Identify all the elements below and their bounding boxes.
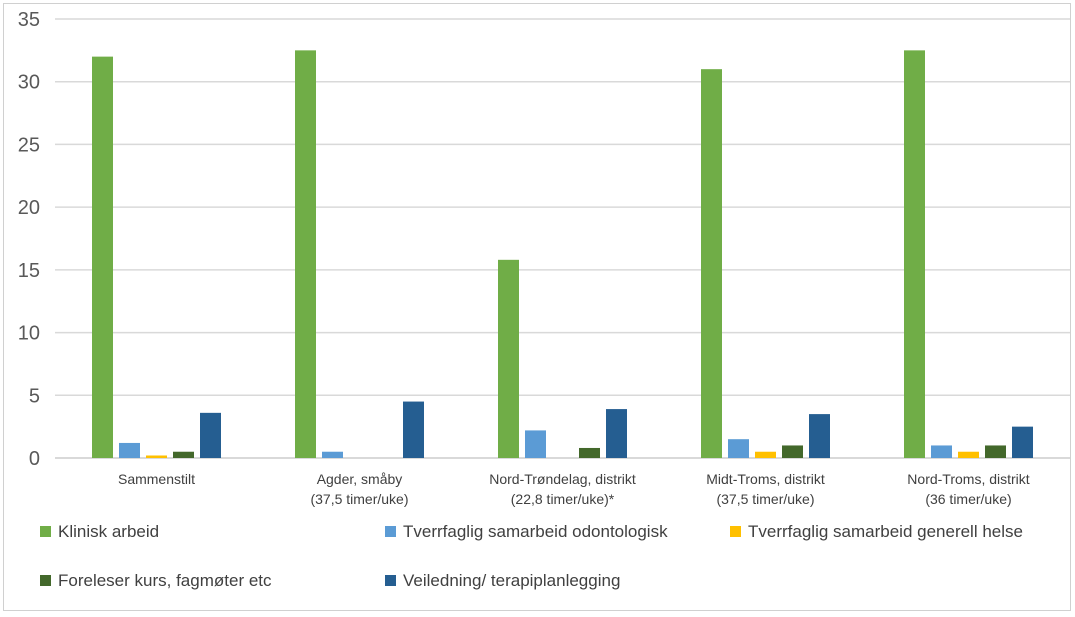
x-tick-label: (37,5 timer/uke) (716, 491, 814, 507)
bar (606, 409, 627, 458)
x-tick-label: (36 timer/uke) (925, 491, 1011, 507)
legend-label: Klinisk arbeid (58, 522, 159, 541)
bar (755, 451, 776, 458)
y-tick-label: 25 (18, 134, 40, 156)
legend-swatch (730, 526, 741, 537)
y-tick-label: 20 (18, 197, 40, 219)
x-tick-label: (37,5 timer/uke) (310, 491, 408, 507)
x-tick-label: Agder, småby (317, 471, 403, 487)
y-tick-label: 5 (29, 385, 40, 407)
legend-label: Veiledning/ terapiplanlegging (403, 571, 620, 590)
chart-frame (3, 3, 1071, 611)
bar (1012, 426, 1033, 458)
legend-label: Foreleser kurs, fagmøter etc (58, 571, 272, 590)
bar (579, 447, 600, 458)
bar (498, 259, 519, 458)
bar (904, 50, 925, 458)
y-tick-label: 0 (29, 448, 40, 470)
legend-swatch (40, 575, 51, 586)
bar (146, 455, 167, 458)
x-tick-label: Sammenstilt (118, 471, 195, 487)
y-tick-label: 35 (18, 9, 40, 31)
x-tick-label: Nord-Troms, distrikt (907, 471, 1029, 487)
bar (782, 445, 803, 458)
bar (173, 451, 194, 458)
y-tick-label: 10 (18, 323, 40, 345)
bar (403, 401, 424, 458)
bar (119, 442, 140, 458)
legend-label: Tverrfaglig samarbeid odontologisk (403, 522, 668, 541)
bar (525, 430, 546, 458)
y-tick-label: 15 (18, 260, 40, 282)
bar (92, 56, 113, 458)
legend-swatch (385, 575, 396, 586)
legend-swatch (40, 526, 51, 537)
legend-swatch (385, 526, 396, 537)
x-tick-label: Midt-Troms, distrikt (706, 471, 825, 487)
bar (931, 445, 952, 458)
x-tick-label: Nord-Trøndelag, distrikt (489, 471, 636, 487)
bar (200, 412, 221, 458)
bar (295, 50, 316, 458)
legend-label: Tverrfaglig samarbeid generell helse (748, 522, 1023, 541)
bar (809, 414, 830, 458)
bar (701, 69, 722, 459)
x-tick-label: (22,8 timer/uke)* (511, 491, 615, 507)
y-tick-label: 30 (18, 72, 40, 94)
bar (985, 445, 1006, 458)
bar (322, 451, 343, 458)
bar (958, 451, 979, 458)
bar (728, 439, 749, 458)
